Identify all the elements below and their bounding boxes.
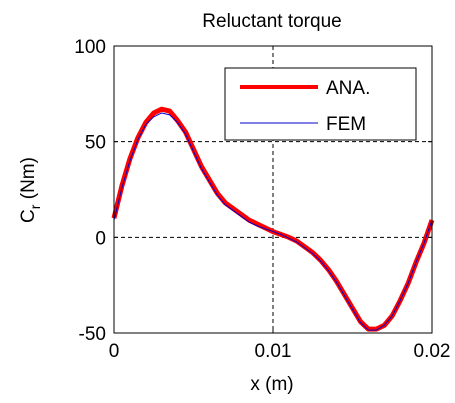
x-tick-label: 0 (109, 341, 120, 362)
legend-box (224, 67, 417, 141)
y-tick-label: 100 (74, 37, 106, 58)
y-tick-label: 50 (85, 133, 106, 154)
legend-label-ana: ANA. (326, 78, 370, 99)
x-tick-label: 0.02 (414, 341, 451, 362)
series-group (111, 106, 435, 332)
legend-label-fem: FEM (326, 114, 366, 135)
legend: ANA. FEM (224, 67, 417, 141)
chart-title: Reluctant torque (202, 11, 341, 32)
y-axis-label-unit: (Nm) (18, 157, 39, 204)
y-axis-label-sub: r (27, 204, 43, 209)
x-tick-label: 0.01 (255, 341, 292, 362)
y-axis-label-main: C (18, 209, 39, 223)
series-line-ana (111, 106, 435, 332)
y-tick-label: 0 (95, 228, 106, 249)
grid (114, 46, 432, 333)
series-line-fem (113, 112, 433, 331)
y-tick-label: -50 (79, 324, 106, 345)
y-axis-label: Cr (Nm) (18, 157, 43, 223)
x-axis-label: x (m) (250, 374, 293, 395)
